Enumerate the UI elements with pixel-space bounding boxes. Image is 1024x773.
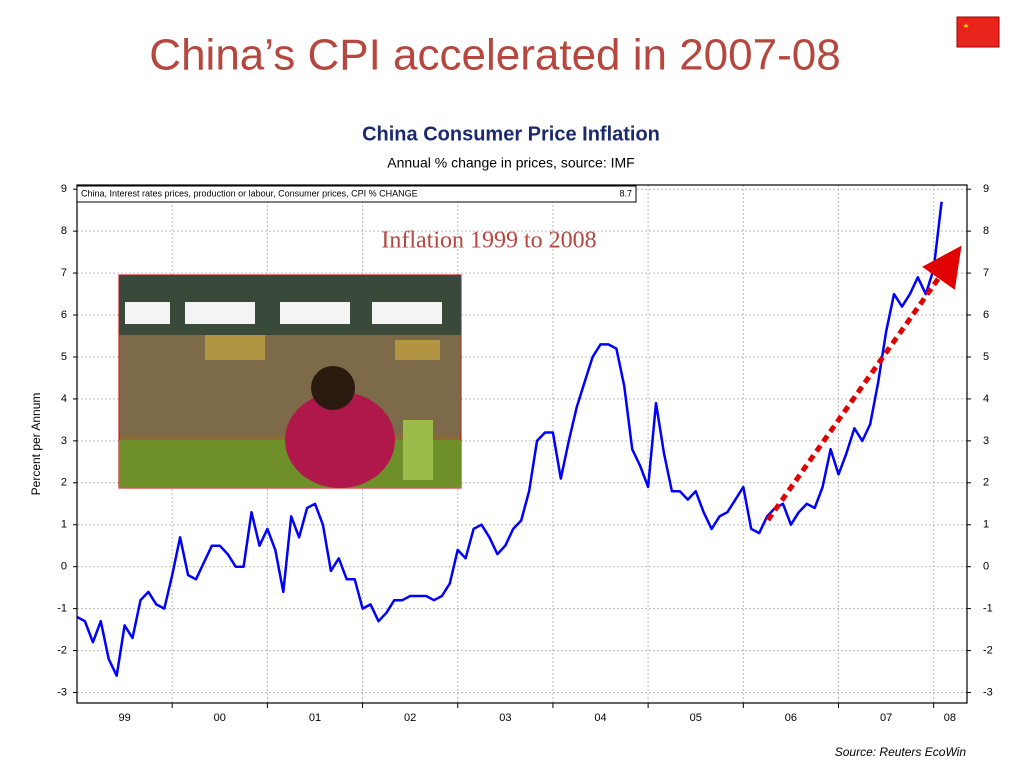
y-tick-label: 9	[61, 183, 67, 195]
y2-tick-label: 1	[983, 519, 989, 531]
chart-title: China Consumer Price Inflation	[362, 123, 660, 145]
plot	[76, 201, 943, 677]
y2-tick-label: 5	[983, 351, 989, 363]
source-note: Source: Reuters EcoWin	[835, 745, 967, 759]
flag-icon	[956, 16, 1000, 48]
y2-tick-label: 8	[983, 225, 989, 237]
y-tick-label: 0	[61, 561, 67, 573]
series-line	[76, 201, 943, 677]
y2-tick-label: -3	[983, 686, 993, 698]
trend-arrow	[765, 245, 962, 522]
y-tick-label: 1	[61, 519, 67, 531]
y2-tick-label: 0	[983, 561, 989, 573]
annotation: Inflation 1999 to 2008	[381, 228, 596, 254]
y-tick-label: -2	[57, 644, 67, 656]
x-tick-label: 99	[118, 712, 130, 724]
y-axis-label: Percent per Annum	[29, 393, 43, 496]
chart-subtitle: Annual % change in prices, source: IMF	[387, 155, 634, 171]
x-tick-label: 04	[594, 712, 606, 724]
y-tick-label: 5	[61, 351, 67, 363]
legend-label: China, Interest rates prices, production…	[81, 188, 418, 198]
y-tick-label: 8	[61, 225, 67, 237]
y-tick-label: 7	[61, 267, 67, 279]
legend-value: 8.7	[619, 188, 632, 198]
x-tick-label: 05	[690, 712, 702, 724]
photo	[118, 274, 462, 489]
y-tick-label: 6	[61, 309, 67, 321]
plot-frame	[76, 184, 968, 704]
x-tick-label: 01	[309, 712, 321, 724]
y2-tick-label: 9	[983, 183, 989, 195]
slide-title: China’s CPI accelerated in 2007-08	[149, 31, 840, 80]
y-tick-label: 2	[61, 477, 67, 489]
y2-tick-label: 3	[983, 435, 989, 447]
legend-box	[76, 185, 637, 203]
y2-tick-label: 4	[983, 393, 989, 405]
x-tick-label: 08	[944, 712, 956, 724]
x-tick-label: 02	[404, 712, 416, 724]
y2-tick-label: -2	[983, 644, 993, 656]
y2-tick-label: 2	[983, 477, 989, 489]
y2-tick-label: 6	[983, 309, 989, 321]
y-tick-label: 4	[61, 393, 67, 405]
y-tick-label: 3	[61, 435, 67, 447]
x-tick-label: 06	[785, 712, 797, 724]
y-tick-label: -3	[57, 686, 67, 698]
x-tick-label: 07	[880, 712, 892, 724]
y2-tick-label: 7	[983, 267, 989, 279]
y-tick-label: -1	[57, 603, 67, 615]
x-tick-label: 00	[214, 712, 226, 724]
x-tick-label: 03	[499, 712, 511, 724]
y2-tick-label: -1	[983, 603, 993, 615]
